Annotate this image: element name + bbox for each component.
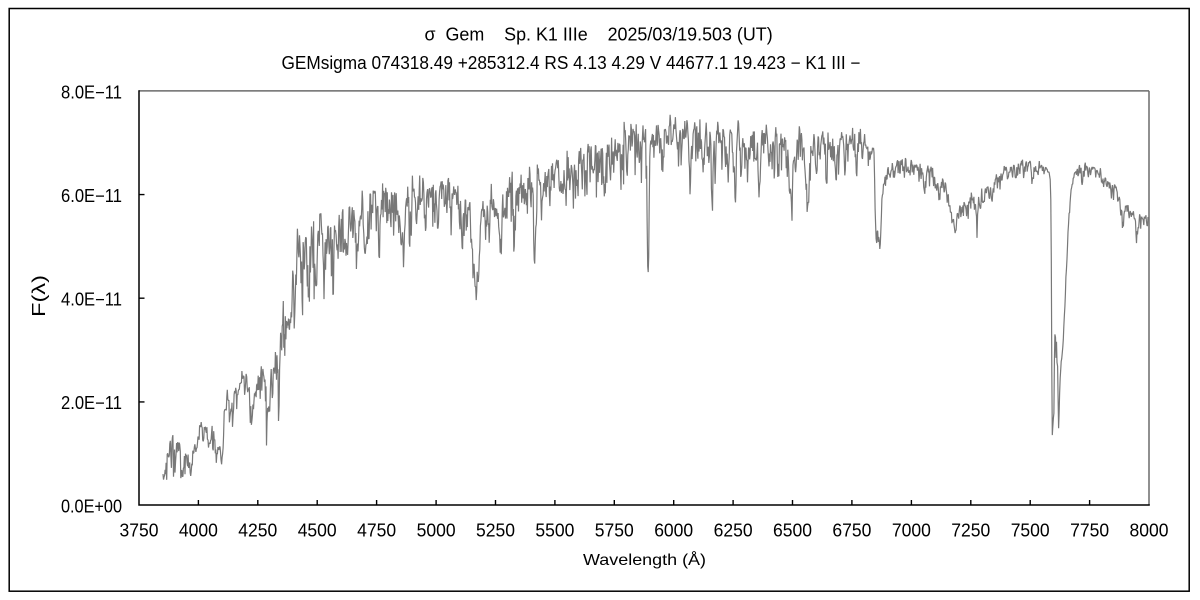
svg-text:7250: 7250	[951, 521, 990, 541]
svg-text:7750: 7750	[1070, 521, 1109, 541]
svg-text:6250: 6250	[714, 521, 753, 541]
svg-text:7500: 7500	[1011, 521, 1050, 541]
svg-text:F(λ): F(λ)	[29, 275, 49, 317]
svg-text:GEMsigma 074318.49 +285312.4 R: GEMsigma 074318.49 +285312.4 RS 4.13 4.2…	[282, 53, 861, 73]
svg-text:6000: 6000	[654, 521, 693, 541]
svg-text:5500: 5500	[535, 521, 574, 541]
svg-text:4.0E−11: 4.0E−11	[61, 290, 122, 310]
svg-text:7000: 7000	[892, 521, 931, 541]
svg-text:3750: 3750	[120, 521, 159, 541]
svg-text:6750: 6750	[832, 521, 871, 541]
svg-text:6500: 6500	[773, 521, 812, 541]
svg-text:6.0E−11: 6.0E−11	[61, 186, 122, 206]
svg-text:σ Gem Sp. K1 IIIe 2025/: σ Gem Sp. K1 IIIe 2025/03/19.503 (UT)	[425, 25, 773, 45]
svg-text:4000: 4000	[179, 521, 218, 541]
svg-text:4250: 4250	[238, 521, 277, 541]
svg-text:8.0E−11: 8.0E−11	[61, 82, 122, 102]
svg-text:5000: 5000	[417, 521, 456, 541]
svg-text:5250: 5250	[476, 521, 515, 541]
svg-text:2.0E−11: 2.0E−11	[61, 393, 122, 413]
svg-text:5750: 5750	[595, 521, 634, 541]
svg-text:4500: 4500	[298, 521, 337, 541]
svg-text:8000: 8000	[1130, 521, 1169, 541]
svg-text:0.0E+00: 0.0E+00	[61, 497, 122, 517]
svg-text:Wavelength (Å): Wavelength (Å)	[583, 550, 706, 569]
svg-text:4750: 4750	[357, 521, 396, 541]
